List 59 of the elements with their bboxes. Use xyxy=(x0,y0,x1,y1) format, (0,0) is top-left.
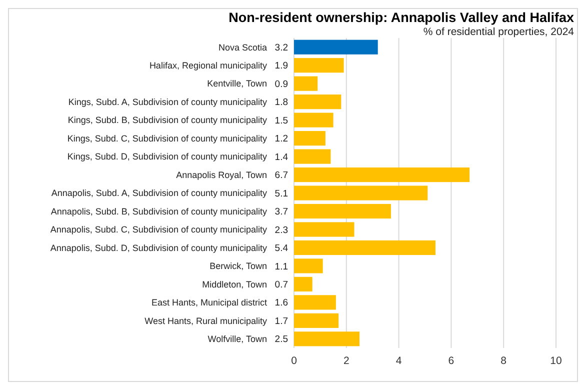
data-label: 5.4 xyxy=(274,243,288,254)
data-label: 1.5 xyxy=(274,115,288,126)
y-tick-label: Halifax, Regional municipality xyxy=(149,60,268,71)
y-tick-label: Kings, Subd. C, Subdivision of county municipality xyxy=(67,133,268,144)
chart-subtitle: % of residential properties, 2024 xyxy=(423,26,574,38)
bar xyxy=(294,58,344,73)
bar xyxy=(294,112,334,128)
y-tick-label: Wolfville, Town xyxy=(208,334,267,344)
data-label: 1.7 xyxy=(274,316,288,327)
data-label: 1.6 xyxy=(274,298,288,309)
x-tick-label: 0 xyxy=(291,355,298,367)
bar xyxy=(294,204,391,219)
data-label: 2.3 xyxy=(274,224,288,236)
bar xyxy=(294,258,323,274)
bar xyxy=(294,131,326,146)
y-tick-label: Annapolis Royal, Town xyxy=(176,170,267,180)
data-label: 0.7 xyxy=(274,280,288,290)
bar xyxy=(294,332,360,346)
y-tick-label: Annapolis, Subd. C, Subdivision of county municipality xyxy=(50,224,268,235)
bar xyxy=(294,76,318,91)
data-label: 5.1 xyxy=(274,188,288,200)
y-tick-label: West Hants, Rural municipality xyxy=(144,316,268,326)
data-label: 1.4 xyxy=(274,152,288,163)
x-tick-label: 2 xyxy=(343,355,350,367)
data-label: 1.9 xyxy=(274,60,288,72)
y-tick-label: Annapolis, Subd. B, Subdivision of county municipality xyxy=(50,206,268,216)
y-tick-label: Kentville, Town xyxy=(207,78,267,89)
bar xyxy=(294,295,336,310)
chart-title: Non-resident ownership: Annapolis Valley and Halifax xyxy=(228,10,574,25)
data-label: 1.8 xyxy=(274,97,288,108)
y-tick-label: East Hants, Municipal district xyxy=(151,298,268,308)
y-tick-label: Annapolis, Subd. D, Subdivision of county municipality xyxy=(50,242,268,253)
x-tick-label: 4 xyxy=(396,355,402,367)
bar xyxy=(294,222,354,237)
bar xyxy=(294,186,428,200)
data-label: 2.5 xyxy=(274,334,288,346)
data-label: 0.9 xyxy=(274,78,288,90)
bar xyxy=(294,313,339,328)
data-label: 1.2 xyxy=(274,134,288,145)
data-label: 1.1 xyxy=(274,261,288,272)
data-label: 3.2 xyxy=(274,42,288,54)
bar xyxy=(294,276,312,292)
data-label: 3.7 xyxy=(274,206,288,218)
y-tick-label: Kings, Subd. A, Subdivision of county municipality xyxy=(68,96,268,107)
y-tick-label: Middleton, Town xyxy=(202,279,267,290)
x-tick-label: 10 xyxy=(550,355,562,367)
data-label: 6.7 xyxy=(274,170,288,182)
bar xyxy=(294,149,331,164)
x-tick-label: 8 xyxy=(500,355,507,367)
y-tick-label: Kings, Subd. B, Subdivision of county municipality xyxy=(68,115,268,126)
x-tick-label: 6 xyxy=(448,355,454,367)
y-tick-label: Berwick, Town xyxy=(210,261,267,272)
bar xyxy=(294,40,378,54)
bar xyxy=(294,240,436,255)
y-tick-label: Annapolis, Subd. A, Subdivision of county municipality xyxy=(51,188,268,198)
y-tick-label: Kings, Subd. D, Subdivision of county municipality xyxy=(67,152,268,162)
y-tick-label: Nova Scotia xyxy=(218,42,267,52)
bar xyxy=(294,94,342,110)
bar xyxy=(294,167,470,182)
